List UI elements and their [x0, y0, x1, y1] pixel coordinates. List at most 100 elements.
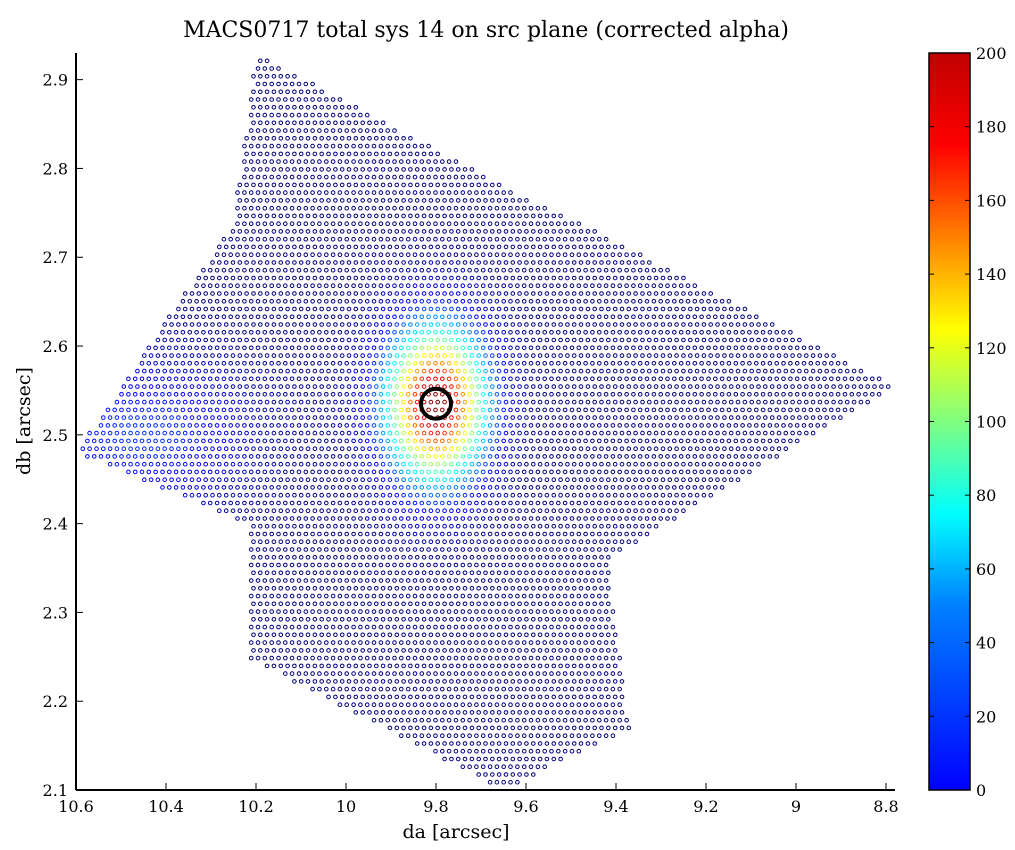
scatter-point: [626, 539, 632, 545]
scatter-point: [590, 438, 595, 444]
scatter-point: [412, 516, 418, 521]
scatter-point: [276, 485, 281, 490]
scatter-point: [747, 376, 752, 382]
scatter-point: [333, 399, 338, 405]
scatter-point: [251, 570, 256, 576]
scatter-point: [578, 353, 584, 358]
scatter-point: [237, 322, 243, 327]
scatter-point: [292, 198, 297, 203]
scatter-point: [319, 368, 325, 374]
scatter-point: [433, 376, 438, 382]
scatter-point: [517, 586, 522, 591]
scatter-point: [442, 182, 447, 188]
scatter-point: [385, 392, 391, 397]
scatter-point: [501, 733, 507, 739]
scatter-point: [715, 337, 720, 343]
scatter-point: [360, 167, 366, 172]
scatter-point: [324, 547, 329, 552]
scatter-point: [426, 252, 431, 257]
scatter-point: [674, 353, 679, 358]
scatter-point: [535, 671, 541, 676]
scatter-point: [558, 244, 563, 250]
scatter-point: [619, 523, 625, 529]
scatter-point: [551, 291, 557, 296]
scatter-point: [292, 617, 297, 622]
scatter-point: [258, 523, 263, 529]
scatter-point: [285, 601, 290, 607]
scatter-point: [248, 516, 254, 521]
scatter-point: [305, 523, 311, 529]
scatter-point: [603, 376, 609, 382]
scatter-point: [597, 578, 602, 583]
scatter-point: [258, 368, 263, 374]
scatter-point: [440, 159, 445, 164]
scatter-point: [590, 624, 595, 630]
scatter-point: [610, 314, 616, 320]
scatter-point: [633, 260, 638, 265]
scatter-point: [865, 399, 871, 405]
scatter-point: [387, 446, 393, 452]
scatter-point: [583, 593, 588, 599]
scatter-point: [248, 159, 254, 164]
scatter-point: [419, 174, 425, 180]
scatter-point: [449, 461, 454, 467]
scatter-point: [537, 710, 543, 715]
scatter-point: [665, 423, 670, 428]
scatter-point: [367, 477, 372, 483]
scatter-point: [248, 345, 254, 351]
scatter-point: [544, 710, 550, 715]
scatter-point: [637, 283, 643, 289]
scatter-point: [838, 415, 843, 420]
scatter-point: [496, 586, 502, 591]
scatter-point: [337, 361, 343, 366]
scatter-point: [317, 407, 322, 413]
scatter-point: [521, 624, 527, 630]
scatter-point: [678, 423, 684, 428]
scatter-point: [333, 617, 338, 622]
scatter-point: [319, 679, 325, 684]
scatter-point: [326, 601, 331, 607]
scatter-point: [385, 159, 391, 164]
scatter-point: [292, 260, 297, 265]
scatter-point: [606, 555, 611, 560]
scatter-point: [531, 617, 536, 622]
scatter-point: [480, 423, 486, 428]
scatter-point: [558, 570, 563, 576]
scatter-point: [401, 570, 406, 576]
scatter-point: [585, 586, 591, 591]
scatter-point: [419, 655, 425, 661]
scatter-point: [694, 461, 700, 467]
scatter-point: [658, 392, 664, 397]
scatter-point: [358, 485, 363, 490]
scatter-point: [296, 578, 302, 583]
scatter-point: [496, 741, 502, 746]
scatter-point: [255, 81, 261, 87]
scatter-point: [394, 291, 400, 296]
scatter-point: [460, 500, 466, 506]
scatter-point: [469, 477, 475, 483]
scatter-point: [353, 523, 359, 529]
scatter-point: [537, 492, 543, 498]
scatter-point: [251, 555, 256, 560]
scatter-point: [665, 283, 670, 289]
scatter-point: [576, 733, 582, 739]
scatter-point: [312, 151, 318, 157]
scatter-point: [371, 516, 377, 521]
scatter-point: [285, 353, 290, 358]
scatter-point: [289, 128, 295, 133]
scatter-point: [626, 492, 632, 498]
scatter-point: [426, 267, 431, 273]
scatter-point: [483, 353, 488, 358]
scatter-point: [612, 725, 618, 731]
scatter-point: [271, 601, 277, 607]
scatter-point: [449, 523, 454, 529]
scatter-point: [358, 299, 363, 304]
scatter-point: [380, 477, 386, 483]
scatter-point: [285, 384, 290, 389]
scatter-point: [326, 384, 331, 389]
scatter-point: [633, 337, 638, 343]
scatter-point: [401, 663, 406, 669]
scatter-point: [303, 640, 309, 645]
scatter-point: [521, 423, 527, 428]
scatter-point: [414, 632, 420, 638]
